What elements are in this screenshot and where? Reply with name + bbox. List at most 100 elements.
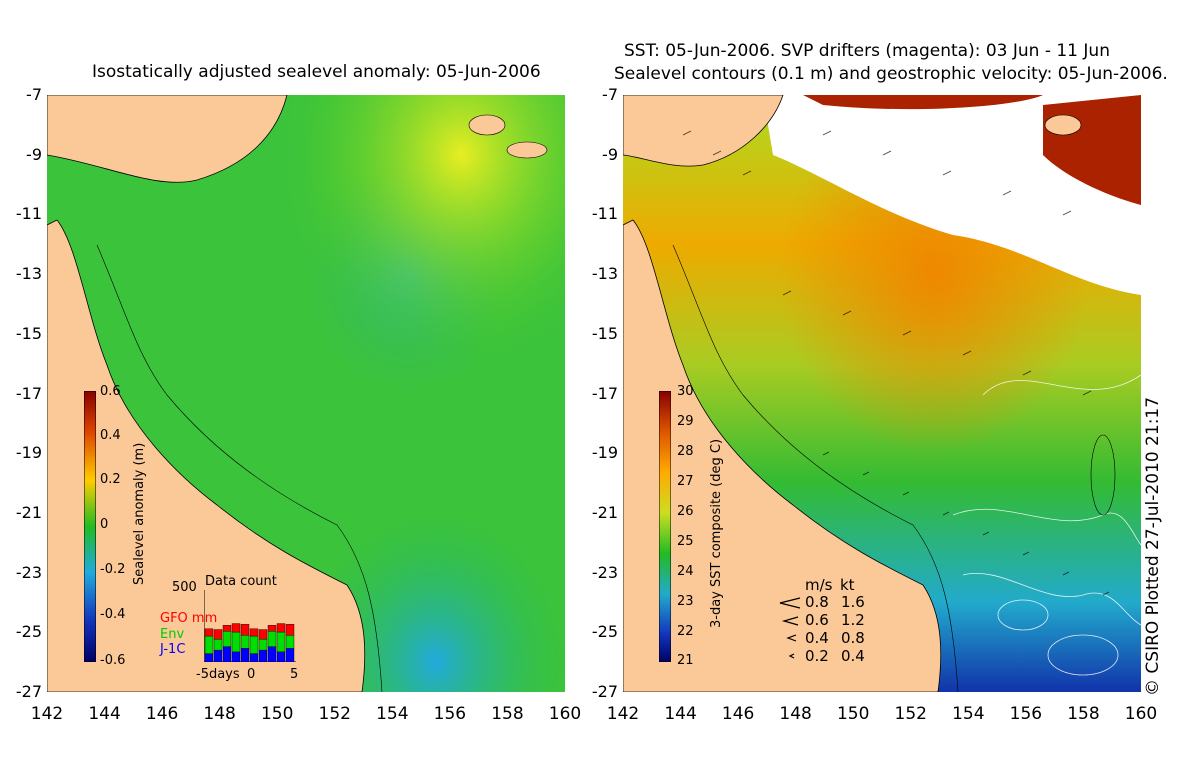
lat-label: -9 [602,144,618,164]
lat-label: -7 [602,85,618,104]
lat-label: -19 [15,443,42,463]
data-count-histogram [204,590,296,662]
velocity-legend-ms: 0.6 [805,611,829,629]
data-count-xlabel: -5days [196,667,240,682]
histogram-bar [231,631,241,653]
velocity-legend-arrows [779,597,801,659]
histogram-bar [285,635,295,649]
histogram-bar [267,631,277,647]
left-map-title: Isostatically adjusted sealevel anomaly:… [92,62,541,82]
histogram-bar [240,635,250,649]
data-count-legend-env: Env [160,627,185,642]
velocity-legend-ms: 0.2 [805,647,829,665]
right-map-title-line2: Sealevel contours (0.1 m) and geostrophi… [614,64,1168,84]
lon-label: 154 [952,704,985,724]
lat-label: -27 [15,682,42,701]
histogram-bar [204,653,214,662]
histogram-bar [276,651,286,662]
right-colorbar-tick: 29 [677,414,694,429]
data-count-max: 500 [172,580,197,595]
histogram-bar [213,639,223,651]
data-count-legend-j1c: J-1C [160,642,186,657]
histogram-bar [249,635,259,654]
histogram-bar [276,623,286,633]
data-count-title: Data count [205,574,277,589]
lat-label: -13 [15,264,42,284]
histogram-bar [267,625,277,632]
lon-label: 154 [376,704,409,724]
lon-label: 150 [836,704,870,724]
lat-label: -19 [591,443,618,463]
left-colorbar-tick: 0 [100,517,109,532]
right-colorbar-tick: 27 [677,474,694,489]
histogram-bar [213,649,223,662]
histogram-bar [204,635,214,654]
left-sealevel-map [47,95,565,692]
histogram-bar [240,624,250,636]
left-colorbar-tick: -0.4 [100,607,126,622]
histogram-bar [240,648,250,662]
velocity-legend-header-kt: kt [840,576,855,594]
lat-label: -21 [15,502,42,522]
data-count-legend-gfo: GFO mm [160,611,218,626]
lon-label: 148 [779,704,812,724]
lon-label: 146 [721,704,755,724]
right-colorbar-tick: 24 [677,564,694,579]
lat-label: -23 [591,562,618,582]
histogram-bar [249,653,259,662]
lat-label: -11 [15,204,42,224]
velocity-legend-header-ms: m/s [805,576,833,594]
lat-label: -21 [591,502,618,522]
lon-label: 142 [30,704,64,724]
lat-label: -7 [26,85,42,104]
histogram-bar [204,628,214,637]
histogram-bar [276,631,286,653]
lon-label: 142 [606,704,640,724]
right-colorbar [659,391,671,662]
lat-label: -25 [15,622,42,642]
lon-label: 146 [145,704,179,724]
velocity-legend-ms: 0.4 [805,629,829,647]
lon-label: 152 [318,704,351,724]
histogram-bar [285,624,295,636]
right-sst-map [623,95,1141,692]
histogram-bar [249,628,259,637]
lat-label: -27 [591,682,618,701]
right-colorbar-tick: 21 [677,653,694,668]
left-colorbar-tick: -0.6 [100,653,126,668]
left-colorbar-tick: -0.2 [100,562,126,577]
velocity-legend-kt: 1.2 [841,611,865,629]
lon-label: 144 [664,704,697,724]
histogram-bar [231,651,241,662]
lon-label: 160 [1124,704,1158,724]
right-colorbar-tick: 23 [677,594,694,609]
lat-label: -9 [26,144,42,164]
data-count-xlabel: 0 [247,667,256,682]
lat-label: -17 [15,383,42,403]
histogram-bar [222,625,232,632]
histogram-bar [285,648,295,662]
velocity-legend-ms: 0.8 [805,593,829,611]
lon-label: 160 [548,704,582,724]
lon-label: 148 [203,704,236,724]
velocity-legend-kt: 0.4 [841,647,865,665]
left-colorbar-tick: 0.4 [100,428,121,443]
right-map-title-line1: SST: 05-Jun-2006. SVP drifters (magenta)… [624,41,1110,61]
plot-credit: © CSIRO Plotted 27-Jul-2010 21:17 [1143,396,1163,696]
left-colorbar-label: Sealevel anomaly (m) [132,442,147,585]
histogram-bar [267,646,277,662]
lat-label: -13 [591,264,618,284]
lat-label: -23 [15,562,42,582]
lon-label: 152 [894,704,927,724]
right-colorbar-tick: 28 [677,444,694,459]
histogram-bar [222,631,232,647]
lon-label: 156 [1009,704,1043,724]
right-colorbar-tick: 25 [677,534,694,549]
right-colorbar-label: 3-day SST composite (deg C) [709,438,724,628]
histogram-bar [231,623,241,633]
right-colorbar-tick: 26 [677,504,694,519]
velocity-legend-kt: 0.8 [841,629,865,647]
lon-label: 158 [491,704,524,724]
histogram-bar [213,629,223,640]
left-colorbar-tick: 0.2 [100,472,121,487]
